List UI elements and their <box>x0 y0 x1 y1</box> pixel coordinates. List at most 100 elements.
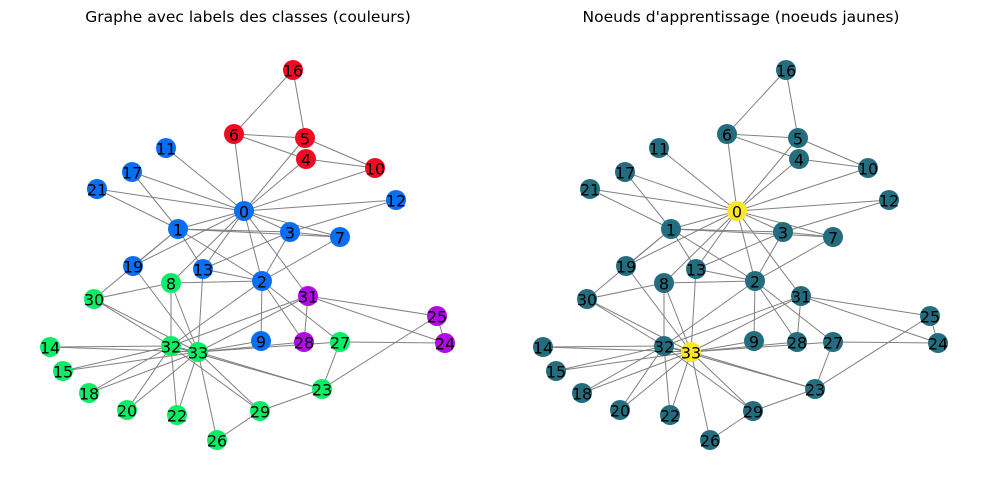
left-edge-6-16 <box>233 69 294 135</box>
right-edge-2-32 <box>663 280 756 347</box>
left-node-20 <box>117 400 137 420</box>
left-node-15 <box>53 361 73 381</box>
left-node-28 <box>294 332 314 352</box>
left-node-32 <box>161 336 181 356</box>
left-node-18 <box>79 383 99 403</box>
right-node-14 <box>533 337 553 357</box>
left-edges <box>49 69 446 441</box>
left-edge-0-2 <box>243 210 263 282</box>
left-edge-4-10 <box>305 158 376 169</box>
right-edge-15-32 <box>555 345 665 372</box>
right-edge-1-2 <box>670 228 756 282</box>
left-edge-5-16 <box>292 69 306 139</box>
right-node-8 <box>654 273 674 293</box>
left-edge-24-27 <box>339 341 446 344</box>
right-edge-0-21 <box>589 188 738 212</box>
left-node-label-3: 3 <box>285 224 295 243</box>
left-node-label-18: 18 <box>79 385 99 404</box>
right-node-4 <box>789 149 809 169</box>
left-edge-15-32 <box>62 345 172 372</box>
right-edge-20-32 <box>619 345 665 411</box>
right-node-25 <box>920 306 940 326</box>
right-edge-23-25 <box>814 315 931 390</box>
right-edge-2-27 <box>754 280 834 343</box>
left-edge-2-7 <box>261 236 341 282</box>
right-node-label-16: 16 <box>776 62 796 81</box>
right-edge-0-4 <box>736 158 800 212</box>
right-edge-20-33 <box>619 351 692 411</box>
right-edge-1-7 <box>670 228 834 238</box>
right-node-label-26: 26 <box>700 432 720 451</box>
right-edge-31-33 <box>690 295 802 353</box>
left-node-30 <box>84 289 104 309</box>
right-node-label-32: 32 <box>654 338 674 357</box>
right-edge-23-33 <box>690 351 816 390</box>
right-node-label-18: 18 <box>572 385 592 404</box>
right-edge-24-31 <box>800 295 939 344</box>
left-node-label-15: 15 <box>53 363 73 382</box>
left-node-label-5: 5 <box>300 130 310 149</box>
right-edge-0-11 <box>658 147 738 212</box>
right-edge-25-31 <box>800 295 931 317</box>
right-edge-26-33 <box>690 351 711 441</box>
left-edge-22-33 <box>176 351 199 416</box>
left-edge-31-33 <box>197 295 309 353</box>
left-edge-29-32 <box>170 345 261 412</box>
left-node-label-19: 19 <box>123 258 143 277</box>
right-node-label-19: 19 <box>616 258 636 277</box>
right-node-31 <box>791 286 811 306</box>
left-edge-4-6 <box>233 133 307 160</box>
left-node-16 <box>283 60 303 80</box>
right-edge-2-7 <box>754 236 834 282</box>
right-edge-29-33 <box>690 351 754 412</box>
left-node-label-2: 2 <box>257 273 267 292</box>
left-node-27 <box>330 332 350 352</box>
left-node-10 <box>365 158 385 178</box>
left-edge-15-33 <box>62 351 199 372</box>
left-edge-0-19 <box>132 210 245 267</box>
left-edge-0-10 <box>243 167 376 212</box>
left-node-label-16: 16 <box>283 62 303 81</box>
right-edge-18-33 <box>581 351 692 394</box>
right-node-label-14: 14 <box>533 339 553 358</box>
right-node-label-21: 21 <box>580 181 600 200</box>
left-node-29 <box>250 401 270 421</box>
right-edge-0-13 <box>695 210 738 270</box>
right-node-label-20: 20 <box>610 402 630 421</box>
left-edge-1-7 <box>177 228 341 238</box>
left-node-label-31: 31 <box>298 288 318 307</box>
left-node-label-13: 13 <box>193 261 213 280</box>
right-edge-0-5 <box>736 137 799 212</box>
left-edge-0-21 <box>96 188 245 212</box>
right-node-24 <box>928 333 948 353</box>
left-node-33 <box>188 342 208 362</box>
right-edge-1-21 <box>589 188 672 230</box>
left-edge-8-33 <box>170 282 199 353</box>
left-edge-0-11 <box>165 147 245 212</box>
left-edge-18-32 <box>88 345 172 394</box>
left-node-11 <box>156 138 176 158</box>
left-edge-25-31 <box>307 295 438 317</box>
right-edge-24-27 <box>832 341 939 344</box>
left-node-label-24: 24 <box>435 335 455 354</box>
left-edge-0-6 <box>233 133 245 212</box>
left-edge-18-33 <box>88 351 199 394</box>
left-edge-23-33 <box>197 351 323 390</box>
left-node-7 <box>330 227 350 247</box>
right-edge-0-6 <box>726 133 738 212</box>
left-edge-3-12 <box>289 199 397 233</box>
right-edge-2-9 <box>753 280 756 342</box>
right-node-10 <box>858 158 878 178</box>
right-node-16 <box>776 60 796 80</box>
left-node-0 <box>234 201 254 221</box>
right-edge-2-13 <box>695 268 756 282</box>
right-edge-28-33 <box>690 341 798 353</box>
right-edge-14-32 <box>542 345 665 348</box>
left-edge-26-33 <box>197 351 218 441</box>
right-edge-19-33 <box>625 265 692 353</box>
left-node-6 <box>224 124 244 144</box>
left-node-13 <box>193 259 213 279</box>
right-node-label-0: 0 <box>732 203 742 222</box>
right-node-label-4: 4 <box>794 151 804 170</box>
